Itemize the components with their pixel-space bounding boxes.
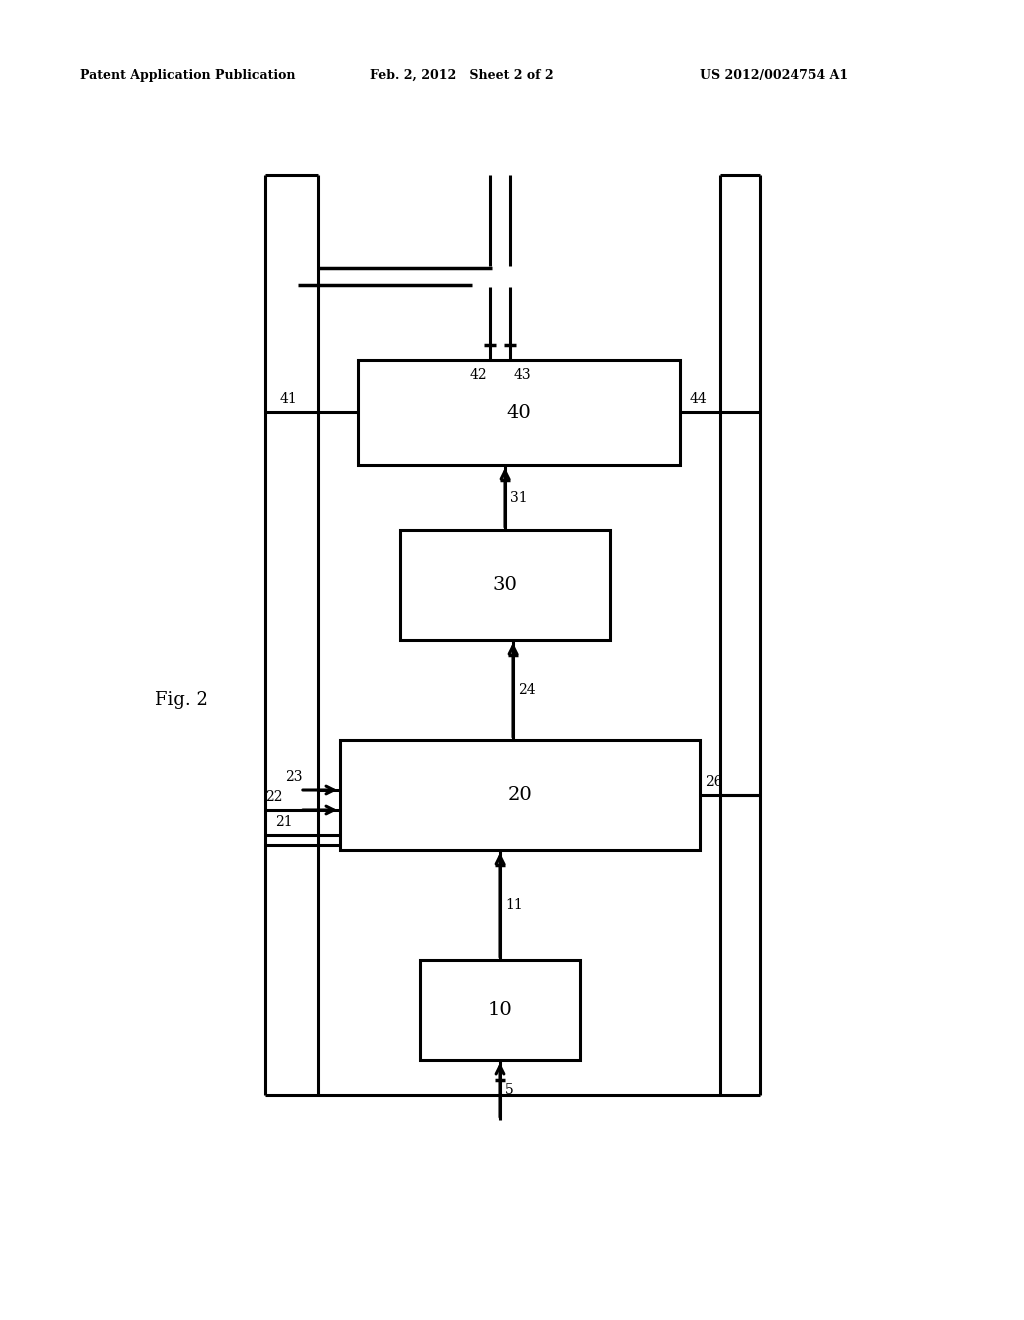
Text: 5: 5 (505, 1082, 514, 1097)
Text: 11: 11 (505, 898, 522, 912)
Text: 41: 41 (280, 392, 298, 407)
Text: 42: 42 (470, 368, 487, 381)
Text: 44: 44 (690, 392, 708, 407)
Text: 21: 21 (275, 814, 293, 829)
Text: 10: 10 (487, 1001, 512, 1019)
Text: 20: 20 (508, 785, 532, 804)
Bar (358, 360, 680, 465)
Bar (340, 741, 700, 850)
Text: 30: 30 (493, 576, 517, 594)
Bar (400, 531, 610, 640)
Text: 40: 40 (507, 404, 531, 421)
Text: 31: 31 (510, 491, 527, 504)
Text: 43: 43 (514, 368, 531, 381)
Bar (420, 960, 580, 1060)
Text: 23: 23 (285, 770, 302, 784)
Text: US 2012/0024754 A1: US 2012/0024754 A1 (700, 69, 848, 82)
Text: Feb. 2, 2012   Sheet 2 of 2: Feb. 2, 2012 Sheet 2 of 2 (370, 69, 554, 82)
Text: Patent Application Publication: Patent Application Publication (80, 69, 296, 82)
Text: 24: 24 (518, 682, 536, 697)
Text: Fig. 2: Fig. 2 (155, 690, 208, 709)
Text: 26: 26 (705, 775, 723, 789)
Text: 22: 22 (265, 789, 283, 804)
